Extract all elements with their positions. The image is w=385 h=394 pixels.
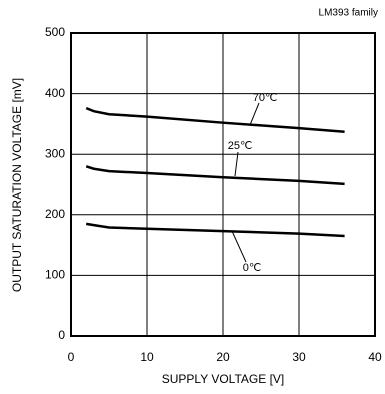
x-tick-label: 40 [368,350,382,364]
series-line [85,106,345,134]
label-leader [231,230,247,263]
plot-frame [70,32,376,337]
x-tick-label: 0 [68,350,75,364]
series-line [85,165,345,186]
x-tick-label: 20 [216,350,230,364]
y-tick-label: 500 [45,25,65,39]
series-line [86,222,345,238]
y-tick-label: 100 [45,268,65,282]
y-axis-label: OUTPUT SATURATION VOLTAGE [mV] [10,78,24,292]
x-axis-label: SUPPLY VOLTAGE [V] [162,372,285,386]
y-tick-label: 0 [58,328,65,342]
series-label: 0℃ [243,262,261,274]
x-tick-label: 30 [292,350,306,364]
label-leader [234,151,239,177]
y-tick-label: 300 [45,146,65,160]
y-tick-label: 400 [45,86,65,100]
series-label: 25℃ [228,140,253,152]
chart-subtitle: LM393 family [319,8,378,19]
x-tick-label: 10 [140,350,154,364]
series-label: 70℃ [253,92,278,104]
label-leader [249,102,260,126]
y-tick-label: 200 [45,207,65,221]
